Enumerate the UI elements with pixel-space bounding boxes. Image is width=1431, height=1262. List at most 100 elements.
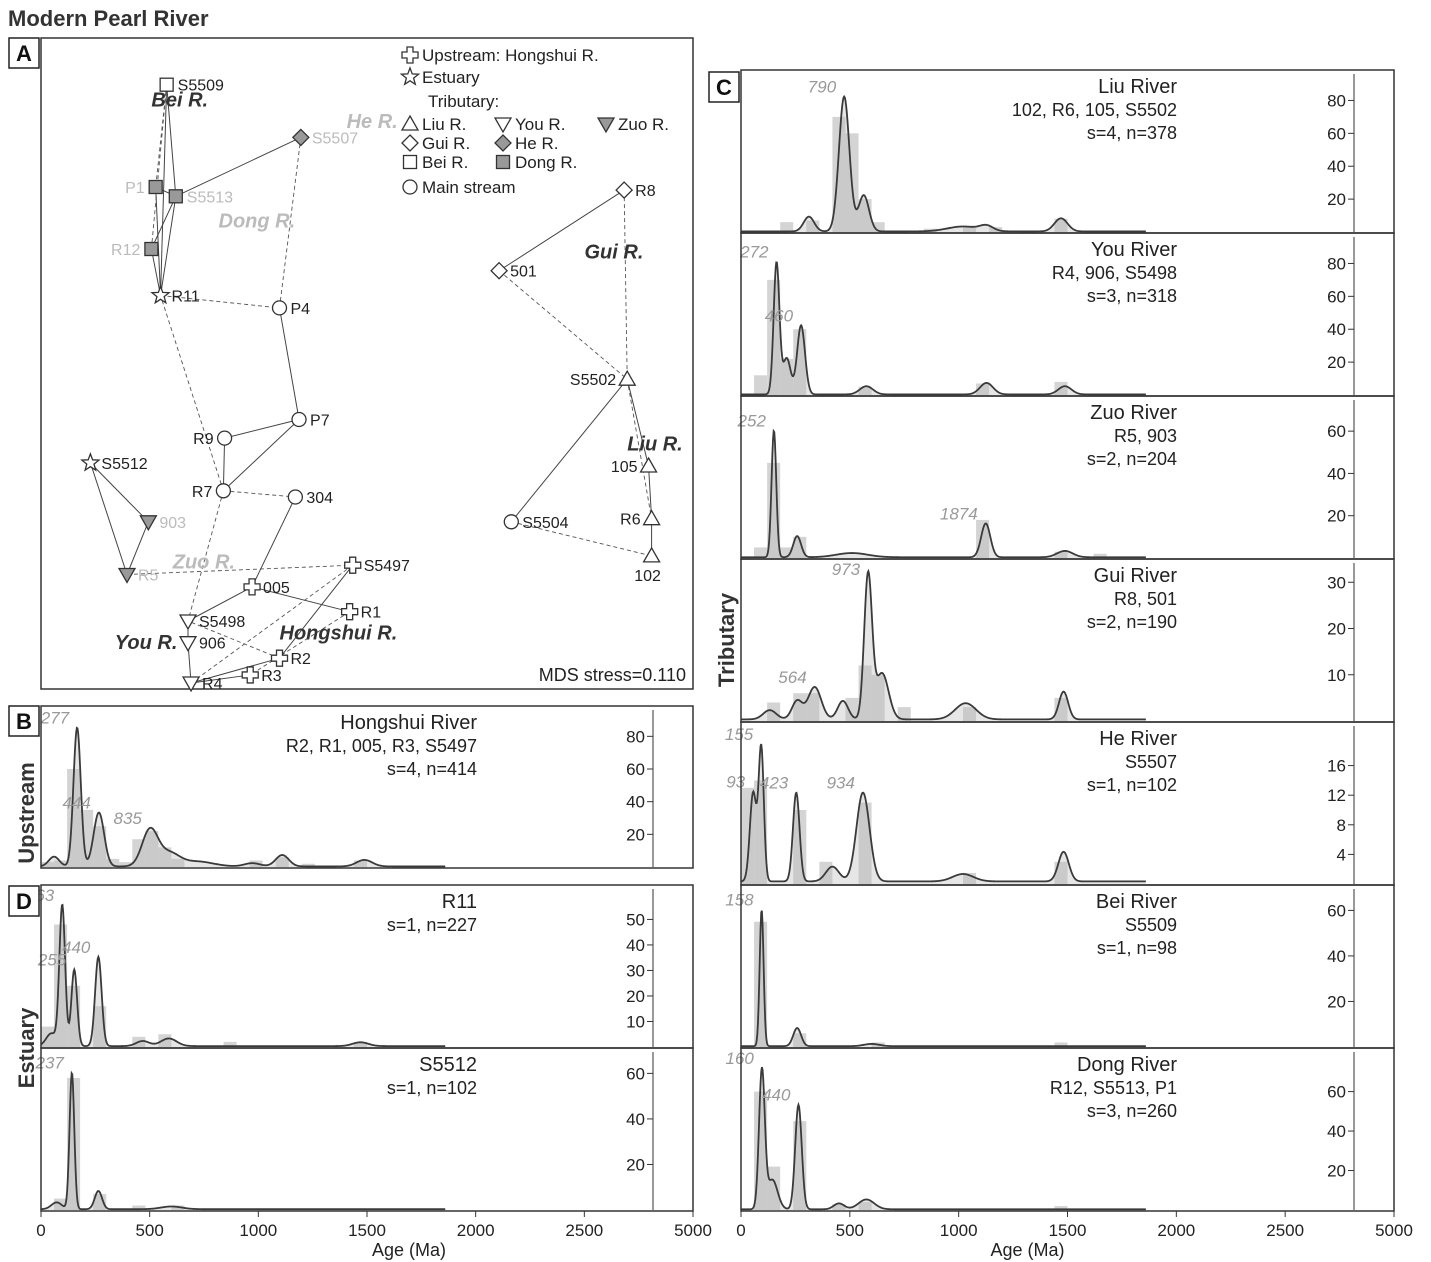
- histogram-bar: [1054, 551, 1068, 558]
- mds-point-r9: [216, 430, 233, 446]
- peak-label-440: 440: [62, 938, 91, 957]
- panel-title: S5512: [419, 1054, 477, 1076]
- group-label-upstream: Hongshui R.: [280, 623, 398, 645]
- mds-point-label-005: 005: [263, 580, 290, 597]
- panel-stats: s=1, n=102: [387, 1078, 477, 1098]
- panel-title: Dong River: [1077, 1054, 1177, 1076]
- solid-link-s5513-r11: [160, 196, 177, 296]
- legend-marker-dong: [495, 154, 511, 170]
- dashed-link-r11-p4: [160, 295, 280, 309]
- legend-label-dong: Dong R.: [515, 153, 577, 172]
- kde-fill: [741, 262, 1146, 395]
- histogram-bar: [119, 862, 133, 867]
- peak-label-934: 934: [827, 774, 855, 793]
- mds-point-label-s5502: S5502: [570, 372, 616, 389]
- histogram-bar: [1054, 697, 1068, 721]
- y-tick-label: 60: [1327, 287, 1346, 306]
- legend-marker-you: [493, 117, 513, 134]
- kde-frame: [40, 884, 694, 1049]
- y-tick-label: 60: [626, 1064, 645, 1083]
- y-tick-label: 40: [1327, 320, 1346, 339]
- solid-link-r2-r4: [190, 657, 280, 684]
- kde-curve: [741, 94, 1146, 233]
- dashed-link-r7-r11: [160, 295, 224, 491]
- mds-point-label-r6: R6: [620, 512, 641, 529]
- histogram-bar: [963, 227, 977, 232]
- mds-point-label-s5504: S5504: [522, 515, 568, 532]
- histogram-bar: [897, 707, 911, 721]
- side-label-tributary: Tributary: [714, 592, 739, 687]
- y-tick-label: 30: [626, 961, 645, 980]
- y-tick-label: 20: [626, 987, 645, 1006]
- panel-samples: S5507: [1125, 752, 1177, 772]
- mds-stress-annotation: MDS stress=0.110: [539, 665, 686, 685]
- mds-point-r4: [181, 676, 201, 693]
- histogram-bar: [871, 674, 885, 721]
- peak-label-155: 155: [725, 725, 754, 744]
- mds-point-p4: [271, 300, 288, 316]
- x-tick-label: 2000: [1157, 1221, 1195, 1240]
- legend-marker-estuary: [399, 66, 421, 86]
- histogram-bar: [301, 863, 315, 867]
- y-tick-label: 8: [1337, 816, 1346, 835]
- mds-point-label-r12: R12: [111, 242, 140, 259]
- mds-point-s5507: [291, 128, 310, 147]
- histogram-bar: [41, 862, 55, 867]
- dashed-link-s5497-r4: [190, 564, 353, 684]
- mds-point-r3: [241, 666, 259, 684]
- panel-title: R11: [442, 891, 477, 913]
- dashed-link-r8-s5502: [623, 190, 628, 380]
- panel-letter-box: [8, 885, 40, 917]
- x-tick-label: 5000: [1375, 1221, 1413, 1240]
- kde-frame: [740, 232, 1395, 397]
- histogram-bar: [858, 1202, 872, 1210]
- panel-samples: S5509: [1125, 915, 1177, 935]
- mds-point-s5512: [80, 452, 101, 472]
- y-tick-label: 20: [1327, 620, 1346, 639]
- mds-point-label-s5507: S5507: [312, 130, 358, 147]
- solid-link-p7-r9: [224, 419, 300, 439]
- y-tick-label: 40: [626, 1110, 645, 1129]
- legend-label-bei: Bei R.: [422, 153, 468, 172]
- mds-point-r12: [144, 241, 159, 257]
- dashed-link-r2-s5498: [187, 620, 280, 659]
- group-label-liu: Liu R.: [627, 434, 683, 456]
- dashed-link-501-s5502: [498, 270, 628, 380]
- mds-point-102: [642, 546, 661, 563]
- mds-point-005: [243, 578, 261, 596]
- histogram-bar: [832, 1204, 846, 1210]
- legend-label-estuary: Estuary: [422, 68, 480, 87]
- kde-curve: [741, 910, 1146, 1048]
- x-tick-label: 500: [135, 1221, 163, 1240]
- x-tick-label: 1000: [940, 1221, 978, 1240]
- panel-samples: R4, 906, S5498: [1052, 263, 1177, 283]
- peak-label-277: 277: [40, 709, 70, 728]
- mds-point-p7: [291, 411, 307, 428]
- panel-stats: s=2, n=204: [1087, 449, 1177, 469]
- y-tick-label: 80: [1327, 91, 1346, 110]
- kde-curve: [40, 726, 446, 868]
- solid-link-005-r1: [251, 586, 350, 613]
- mds-point-label-s5513: S5513: [187, 189, 233, 206]
- peak-label-252: 252: [737, 411, 767, 430]
- kde-fill: [741, 96, 1146, 232]
- mds-point-label-s5509: S5509: [178, 78, 224, 95]
- y-tick-label: 50: [626, 910, 645, 929]
- mds-point-label-r2: R2: [291, 651, 312, 668]
- y-tick-label: 4: [1337, 845, 1346, 864]
- mds-point-903: [139, 515, 158, 532]
- panel-letter-box: [8, 705, 40, 737]
- kde-fill: [41, 1073, 446, 1210]
- panel-letter: D: [16, 889, 32, 914]
- kde-frame: [40, 705, 694, 869]
- y-tick-label: 40: [1327, 157, 1346, 176]
- group-label-dong: Dong R.: [219, 210, 296, 232]
